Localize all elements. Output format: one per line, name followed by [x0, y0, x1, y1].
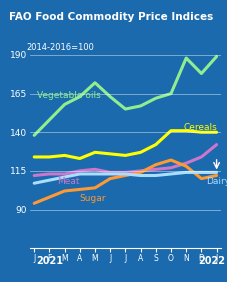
Text: Cereals: Cereals: [182, 123, 216, 132]
Text: Vegetable oils: Vegetable oils: [37, 91, 101, 100]
Text: Meat: Meat: [57, 177, 79, 186]
Text: 2014-2016=100: 2014-2016=100: [27, 43, 94, 52]
Text: 2021: 2021: [37, 256, 63, 266]
Text: Sugar: Sugar: [79, 194, 106, 203]
Text: FAO Food Commodity Price Indices: FAO Food Commodity Price Indices: [9, 12, 212, 22]
Text: 2022: 2022: [198, 256, 225, 266]
Text: Dairy: Dairy: [205, 177, 227, 186]
